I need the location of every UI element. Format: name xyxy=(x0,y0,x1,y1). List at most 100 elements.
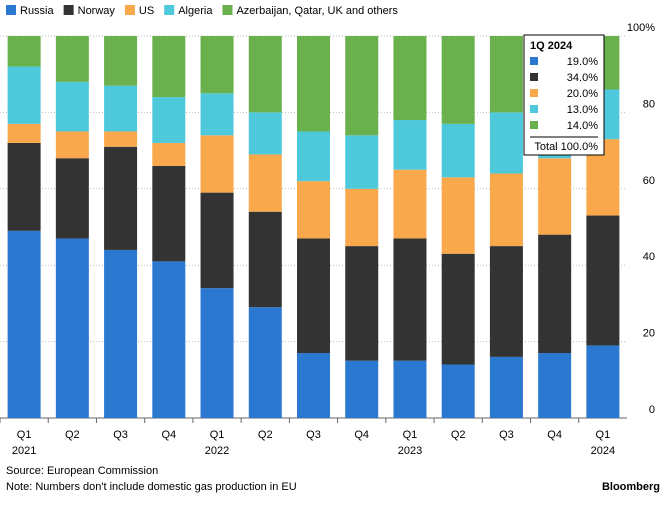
bar-segment xyxy=(297,36,330,132)
bar-segment xyxy=(200,192,234,289)
bar-segment xyxy=(393,360,427,418)
x-tick-label: Q1 xyxy=(596,429,611,441)
x-tick-label: 2023 xyxy=(398,445,422,457)
bar-segment xyxy=(297,238,330,354)
bar-segment xyxy=(200,93,234,136)
bar-segment xyxy=(55,238,89,418)
bar-segment xyxy=(489,356,523,418)
bar-segment xyxy=(297,131,330,182)
bar-segment xyxy=(393,238,427,361)
bar-segment xyxy=(152,261,186,418)
bar-segment xyxy=(55,36,89,82)
legend-label: US xyxy=(139,5,154,17)
x-tick-label: 2021 xyxy=(12,445,36,457)
bar-segment xyxy=(55,131,89,159)
bar-segment xyxy=(586,345,620,418)
tooltip-swatch xyxy=(530,57,538,65)
bar-segment xyxy=(248,211,282,308)
x-tick-label: Q1 xyxy=(210,429,225,441)
bar-segment xyxy=(248,112,282,155)
y-tick-label: 40 xyxy=(643,251,655,263)
bar-segment xyxy=(441,364,475,418)
note: Note: Numbers don't include domestic gas… xyxy=(6,481,297,493)
tooltip-swatch xyxy=(530,105,538,113)
x-tick-label: Q4 xyxy=(161,429,176,441)
bar-segment xyxy=(297,353,330,418)
tooltip-value: 13.0% xyxy=(567,104,598,116)
bar-segment xyxy=(200,36,234,94)
legend-swatch xyxy=(124,5,135,15)
bar-segment xyxy=(152,36,186,98)
legend-label: Algeria xyxy=(178,5,213,17)
bar-segment xyxy=(152,97,186,143)
bar-segment xyxy=(393,36,427,121)
bar-segment xyxy=(345,360,379,418)
tooltip-swatch xyxy=(530,121,538,129)
bar-segment xyxy=(489,36,523,113)
y-tick-label: 0 xyxy=(649,404,655,416)
bar-segment xyxy=(345,246,379,361)
bar-segment xyxy=(152,165,186,262)
y-tick-label: 100% xyxy=(627,22,655,34)
legend-label: Azerbaijan, Qatar, UK and others xyxy=(236,5,398,17)
legend-swatch xyxy=(6,5,16,15)
legend-label: Russia xyxy=(20,5,55,17)
tooltip-value: 14.0% xyxy=(567,120,598,132)
bar-segment xyxy=(55,158,89,239)
tooltip-total: Total 100.0% xyxy=(534,141,598,153)
x-tick-label: Q2 xyxy=(258,429,273,441)
bar-segment xyxy=(248,154,282,212)
legend-swatch xyxy=(222,5,233,15)
bar-segment xyxy=(7,36,41,67)
tooltip-swatch xyxy=(530,89,538,97)
bar-segment xyxy=(200,135,234,193)
legend-swatch xyxy=(164,5,175,15)
tooltip-title: 1Q 2024 xyxy=(530,40,573,52)
bar-segment xyxy=(586,215,620,346)
tooltip-value: 20.0% xyxy=(567,88,598,100)
bar-segment xyxy=(297,181,330,239)
legend-label: Norway xyxy=(78,5,116,17)
x-tick-label: Q2 xyxy=(451,429,466,441)
bar-segment xyxy=(345,135,379,189)
bar-segment xyxy=(7,123,41,143)
bar-segment xyxy=(538,234,572,354)
brand: Bloomberg xyxy=(602,481,660,493)
x-tick-label: Q3 xyxy=(113,429,128,441)
y-tick-label: 80 xyxy=(643,98,655,110)
bar-segment xyxy=(345,188,379,247)
x-tick-label: Q3 xyxy=(306,429,321,441)
bar-segment xyxy=(104,85,138,132)
bar-segment xyxy=(393,169,427,239)
bar-segment xyxy=(489,112,523,174)
bar-segment xyxy=(489,246,523,357)
bar-segment xyxy=(538,353,572,418)
bar-segment xyxy=(7,66,41,124)
bar-segment xyxy=(248,36,282,113)
y-tick-label: 20 xyxy=(643,328,655,340)
bar-segment xyxy=(104,249,138,418)
x-tick-label: Q3 xyxy=(499,429,514,441)
bar-segment xyxy=(152,142,186,166)
bar-segment xyxy=(200,288,234,418)
x-tick-label: Q2 xyxy=(65,429,80,441)
bar-segment xyxy=(538,158,572,235)
bar-segment xyxy=(441,36,475,124)
bar-segment xyxy=(248,307,282,418)
bar-segment xyxy=(7,230,41,418)
x-tick-label: Q4 xyxy=(354,429,369,441)
bar-segment xyxy=(393,120,427,170)
bar-segment xyxy=(104,131,138,147)
tooltip-value: 34.0% xyxy=(567,72,598,84)
bar-segment xyxy=(104,146,138,250)
bar-segment xyxy=(441,177,475,254)
bar-segment xyxy=(489,173,523,247)
bar-segment xyxy=(55,81,89,132)
y-tick-label: 60 xyxy=(643,175,655,187)
x-tick-label: Q1 xyxy=(17,429,32,441)
x-tick-label: Q1 xyxy=(403,429,418,441)
x-tick-label: Q4 xyxy=(547,429,562,441)
tooltip-value: 19.0% xyxy=(567,56,598,68)
x-tick-label: 2022 xyxy=(205,445,229,457)
